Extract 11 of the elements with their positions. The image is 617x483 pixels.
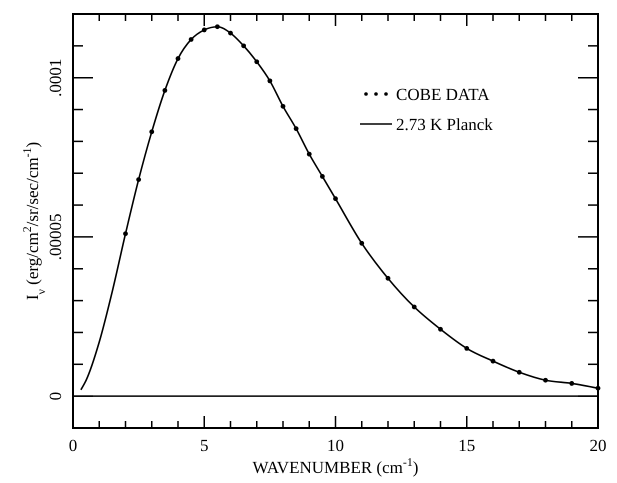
x-tick-label: 15: [458, 436, 476, 455]
x-tick-label: 20: [590, 436, 606, 455]
legend-label: COBE DATA: [396, 85, 490, 104]
y-tick-label: .0001: [46, 58, 65, 97]
x-tick-label: 5: [200, 436, 208, 455]
x-tick-label: 10: [327, 436, 344, 455]
x-axis-title: WAVENUMBER (cm$^{-1}$): [252, 455, 418, 477]
x-tick-label: 0: [68, 436, 78, 455]
y-tick-label: 0: [46, 392, 65, 400]
y-tick-label: .00005: [46, 214, 65, 260]
legend-label: 2.73 K Planck: [396, 115, 494, 134]
